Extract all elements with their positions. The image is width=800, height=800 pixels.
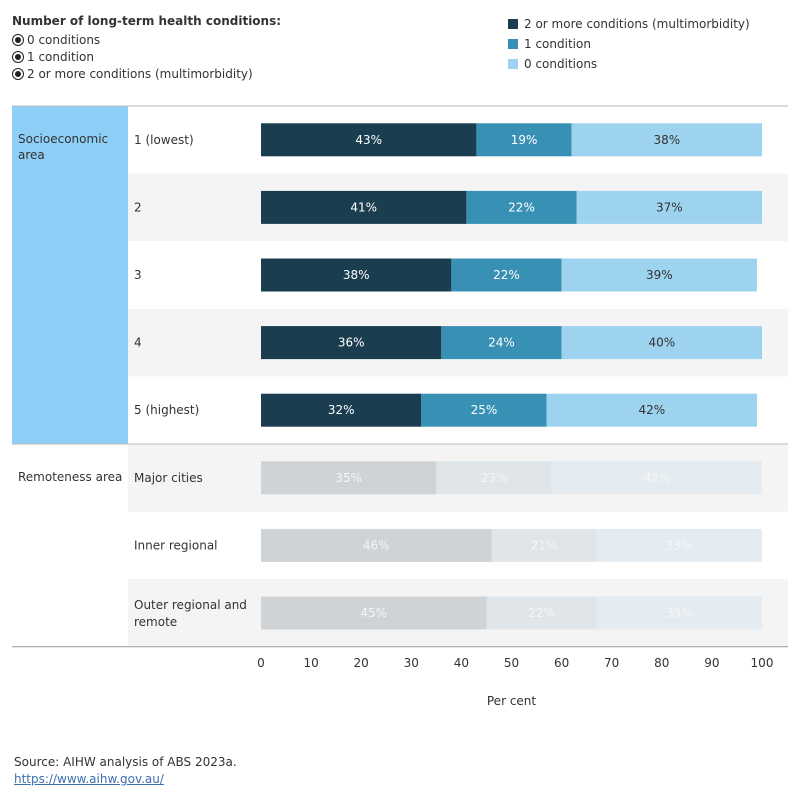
x-tick-label: 20 [354,656,369,670]
bar-segment [551,461,762,495]
data-label: 45% [360,606,387,620]
x-tick-label: 30 [404,656,419,670]
data-label: 33% [666,538,693,552]
radio-0-conditions[interactable]: 0 conditions [12,31,253,48]
bar-segment [571,123,762,157]
category-label: 3 [134,268,142,282]
category-label: 2 [134,200,142,214]
x-tick-label: 70 [604,656,619,670]
category-label: Inner regional [134,538,218,552]
footer: Source: AIHW analysis of ABS 2023a. http… [14,754,237,788]
bar-segment [421,393,547,427]
category-label: Major cities [134,471,203,485]
bar-segment [596,596,762,630]
data-label: 37% [656,200,683,214]
category-label: 5 (highest) [134,403,199,417]
data-label: 33% [666,606,693,620]
data-label: 40% [648,336,675,350]
data-label: 38% [653,133,680,147]
data-label: 38% [343,268,370,282]
legend-label: 0 conditions [524,57,598,71]
bar-segment [261,258,452,292]
data-label: 21% [531,538,558,552]
stacked-bar-chart: Socioeconomic area Remoteness area 1 (lowes… [12,105,788,708]
filter-title: Number of long-term health conditions: [12,14,282,28]
radio-button-icon[interactable] [12,33,24,46]
legend-label: 2 or more conditions (multimorbidity) [524,17,750,31]
group-label: Remoteness area [18,470,122,484]
radio-label: 0 conditions [27,32,101,47]
legend-label: 1 condition [524,37,591,51]
bar-segment [261,528,492,562]
category-label: 4 [134,336,142,350]
group-label: Socioeconomic [18,132,108,146]
data-label: 23% [481,471,508,485]
category-label: Outer regional and [134,598,247,612]
data-label: 36% [338,336,365,350]
bar-segment [486,596,597,630]
source-note: Source: AIHW analysis of ABS 2023a. [14,755,237,769]
data-label: 41% [350,200,377,214]
legend-swatch [508,19,518,29]
data-label: 42% [638,403,665,417]
bar-segment [561,326,762,360]
legend-item-multimorbidity[interactable]: 2 or more conditions (multimorbidity) [508,14,750,34]
data-label: 22% [508,200,535,214]
x-tick-label: 40 [454,656,469,670]
data-label: 32% [328,403,355,417]
radio-button-icon[interactable] [12,67,24,80]
bar-segment [476,123,572,157]
data-label: 19% [511,133,538,147]
bar-segment [261,596,487,630]
bar-segment [576,190,762,224]
radio-label: 2 or more conditions (multimorbidity) [27,66,253,81]
radio-label: 1 condition [27,49,94,64]
data-label: 42% [643,471,670,485]
group-highlight [12,106,128,444]
bar-segment [261,461,437,495]
chart-legend: 2 or more conditions (multimorbidity) 1 … [508,14,750,74]
bar-segment [261,326,442,360]
data-label: 25% [471,403,498,417]
legend-swatch [508,39,518,49]
data-label: 24% [488,336,515,350]
radio-button-icon[interactable] [12,50,24,63]
condition-filter: 0 conditions 1 condition 2 or more condi… [12,31,253,82]
x-tick-label: 0 [257,656,265,670]
x-tick-label: 100 [751,656,774,670]
radio-2-or-more-conditions[interactable]: 2 or more conditions (multimorbidity) [12,65,253,82]
legend-item-0-conditions[interactable]: 0 conditions [508,54,750,74]
group-label: area [18,148,45,162]
legend-item-1-condition[interactable]: 1 condition [508,34,750,54]
data-label: 43% [355,133,382,147]
bar-segment [561,258,757,292]
bar-segment [441,326,562,360]
legend-swatch [508,59,518,69]
aihw-link[interactable]: https://www.aihw.gov.au/ [14,772,164,786]
x-tick-label: 10 [303,656,318,670]
category-label: remote [134,615,177,629]
data-label: 22% [528,606,555,620]
bar-segment [451,258,562,292]
data-label: 35% [335,471,362,485]
bar-segment [261,190,467,224]
x-tick-label: 90 [704,656,719,670]
x-axis-label: Per cent [487,694,537,708]
bar-segment [546,393,757,427]
x-tick-label: 80 [654,656,669,670]
bar-segment [491,528,597,562]
x-tick-label: 50 [504,656,519,670]
bar-segment [436,461,552,495]
bar-segment [466,190,577,224]
category-label: 1 (lowest) [134,133,194,147]
data-label: 22% [493,268,520,282]
data-label: 46% [363,538,390,552]
bar-segment [261,393,422,427]
radio-1-condition[interactable]: 1 condition [12,48,253,65]
x-tick-label: 60 [554,656,569,670]
bar-segment [261,123,477,157]
bar-segment [596,528,762,562]
data-label: 39% [646,268,673,282]
